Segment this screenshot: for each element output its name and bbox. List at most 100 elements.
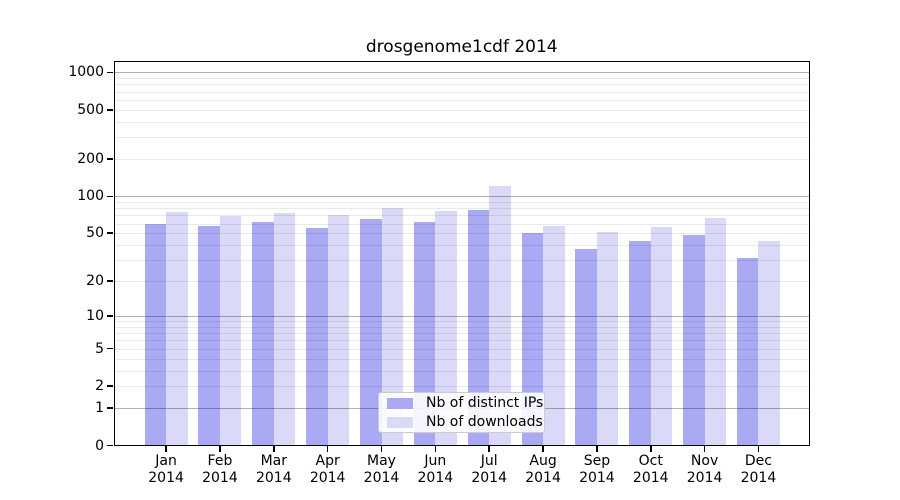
y-tick-500 <box>106 109 113 111</box>
month-name: Apr <box>315 453 340 469</box>
y-tick-label-5: 5 <box>95 340 104 357</box>
month-name: May <box>367 453 396 469</box>
month-year: 2014 <box>363 470 400 486</box>
x-tick-label-aug: Aug 2014 <box>525 453 561 487</box>
y-tick-0 <box>106 444 113 447</box>
bar-distinct-ips-mar <box>252 221 274 446</box>
x-tick-label-sep: Sep 2014 <box>579 453 615 487</box>
legend-entry-downloads: Nb of downloads <box>387 414 543 430</box>
month-name: Jun <box>424 453 447 469</box>
x-tick-dec <box>757 446 760 452</box>
x-tick-label-feb: Feb 2014 <box>202 453 238 487</box>
y-tick-20 <box>106 280 113 282</box>
bar-distinct-ips-jan <box>144 223 167 446</box>
legend-swatch-downloads <box>387 416 413 428</box>
x-tick-label-nov: Nov 2014 <box>687 453 723 487</box>
y-tick-5 <box>106 347 113 350</box>
bar-downloads-may <box>381 208 403 446</box>
chart-title: drosgenome1cdf 2014 <box>365 37 558 57</box>
y-tick-200 <box>106 158 113 160</box>
bar-downloads-feb <box>219 216 242 446</box>
y-tick-label-1: 1 <box>95 400 104 417</box>
x-tick-label-jan: Jan 2014 <box>148 453 184 487</box>
x-tick-label-jun: Jun 2014 <box>418 453 454 487</box>
y-tick-1 <box>106 407 113 409</box>
x-tick-oct <box>650 446 652 452</box>
month-year: 2014 <box>417 470 454 486</box>
y-tick-label-20: 20 <box>86 273 104 290</box>
bar-distinct-ips-dec <box>736 258 759 446</box>
month-year: 2014 <box>525 470 561 486</box>
x-tick-aug <box>542 446 544 452</box>
x-tick-apr <box>326 446 329 452</box>
bar-downloads-sep <box>596 232 619 446</box>
x-tick-label-jul: Jul 2014 <box>471 453 507 487</box>
y-tick-50 <box>106 232 113 234</box>
x-tick-feb <box>219 446 221 452</box>
bar-distinct-ips-apr <box>306 228 328 446</box>
x-tick-mar <box>273 446 275 452</box>
x-tick-nov <box>703 446 706 452</box>
bar-distinct-ips-jun <box>413 221 436 446</box>
month-name: Feb <box>207 453 233 469</box>
x-tick-jul <box>488 446 490 452</box>
month-year: 2014 <box>632 470 669 486</box>
month-name: Dec <box>744 453 772 469</box>
bar-downloads-nov <box>704 218 727 446</box>
legend-swatch-distinct-ips <box>387 397 413 409</box>
y-tick-1000 <box>106 71 113 74</box>
x-tick-label-dec: Dec 2014 <box>741 453 777 487</box>
bar-distinct-ips-jul <box>467 210 490 446</box>
bar-downloads-aug <box>543 226 565 446</box>
y-tick-label-0: 0 <box>95 437 104 454</box>
month-name: Nov <box>690 453 719 469</box>
x-tick-label-oct: Oct 2014 <box>633 453 669 487</box>
y-tick-label-1000: 1000 <box>68 64 104 81</box>
month-year: 2014 <box>686 470 723 486</box>
legend-label-distinct-ips: Nb of distinct IPs <box>426 395 544 411</box>
month-year: 2014 <box>309 470 346 486</box>
y-tick-label-50: 50 <box>86 225 104 242</box>
y-tick-10 <box>106 315 113 317</box>
month-name: Mar <box>260 453 288 469</box>
y-tick-label-10: 10 <box>86 308 104 324</box>
bar-downloads-oct <box>650 227 673 446</box>
x-tick-jun <box>434 446 437 452</box>
month-name: Oct <box>638 453 663 469</box>
month-year: 2014 <box>740 470 777 486</box>
y-tick-label-2: 2 <box>95 378 104 395</box>
bar-downloads-apr <box>327 214 350 446</box>
bar-distinct-ips-sep <box>575 249 597 446</box>
month-year: 2014 <box>579 470 615 486</box>
month-year: 2014 <box>255 470 292 486</box>
bar-distinct-ips-oct <box>629 241 651 446</box>
x-tick-sep <box>596 446 598 452</box>
x-tick-jan <box>165 446 167 452</box>
month-name: Sep <box>583 453 611 469</box>
month-year: 2014 <box>148 470 184 486</box>
y-tick-2 <box>106 385 113 387</box>
bar-downloads-dec <box>758 241 780 446</box>
x-tick-label-apr: Apr 2014 <box>310 453 346 487</box>
x-tick-may <box>380 446 383 452</box>
month-year: 2014 <box>471 470 508 486</box>
y-tick-label-100: 100 <box>77 188 104 205</box>
y-tick-label-500: 500 <box>77 101 104 118</box>
bar-downloads-jun <box>435 210 457 446</box>
bar-downloads-jul <box>489 185 511 446</box>
month-name: Jan <box>155 453 177 469</box>
month-name: Jul <box>480 453 498 469</box>
legend-label-downloads: Nb of downloads <box>426 414 543 430</box>
month-year: 2014 <box>202 470 238 486</box>
bar-distinct-ips-feb <box>198 226 220 446</box>
y-tick-100 <box>106 195 113 198</box>
legend-entry-distinct-ips: Nb of distinct IPs <box>387 395 543 411</box>
month-name: Aug <box>529 453 557 469</box>
bar-distinct-ips-nov <box>683 235 705 446</box>
bar-downloads-mar <box>273 213 296 446</box>
x-tick-label-may: May 2014 <box>364 453 400 487</box>
x-tick-label-mar: Mar 2014 <box>256 453 292 487</box>
bar-distinct-ips-may <box>360 219 382 446</box>
